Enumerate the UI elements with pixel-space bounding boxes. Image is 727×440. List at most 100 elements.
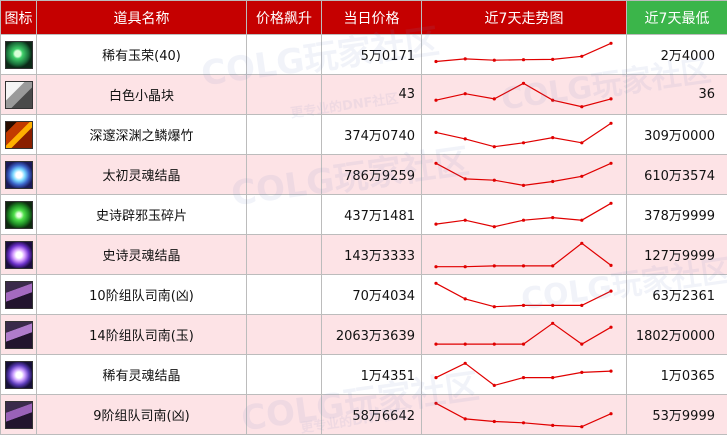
trend-point xyxy=(493,305,496,308)
trend-sparkline xyxy=(422,236,625,274)
icon-cell xyxy=(1,35,37,75)
trend-point xyxy=(551,57,554,60)
trend-point xyxy=(551,98,554,101)
price-rise xyxy=(247,235,322,275)
trend-point xyxy=(522,342,525,345)
daily-price: 143万3333 xyxy=(322,235,422,275)
icon-cell xyxy=(1,235,37,275)
trend-point xyxy=(434,342,437,345)
trend-point xyxy=(522,376,525,379)
icon-cell xyxy=(1,115,37,155)
item-name: 深邃深渊之鳞爆竹 xyxy=(37,115,247,155)
seven-day-low: 127万9999 xyxy=(627,235,727,275)
price-rise xyxy=(247,35,322,75)
icon-cell xyxy=(1,195,37,235)
header-low: 近7天最低 xyxy=(627,1,727,35)
trend-chart xyxy=(422,75,627,115)
seven-day-low: 610万3574 xyxy=(627,155,727,195)
trend-chart xyxy=(422,395,627,435)
seven-day-low: 1802万0000 xyxy=(627,315,727,355)
trend-point xyxy=(580,303,583,306)
trend-sparkline xyxy=(422,36,625,74)
trend-point xyxy=(609,369,612,372)
trend-point xyxy=(580,54,583,57)
item-name: 太初灵魂结晶 xyxy=(37,155,247,195)
rare-soul-crystal-icon xyxy=(5,361,33,389)
trend-chart xyxy=(422,315,627,355)
trend-point xyxy=(551,423,554,426)
trend-point xyxy=(493,225,496,228)
item-name: 稀有玉荣(40) xyxy=(37,35,247,75)
trend-point xyxy=(551,136,554,139)
trend-chart xyxy=(422,195,627,235)
trend-chart xyxy=(422,155,627,195)
icon-cell xyxy=(1,395,37,435)
trend-sparkline xyxy=(422,356,625,394)
trend-point xyxy=(522,218,525,221)
trend-point xyxy=(493,264,496,267)
trend-point xyxy=(551,216,554,219)
header-icon: 图标 xyxy=(1,1,37,35)
trend-point xyxy=(434,59,437,62)
item-name: 白色小晶块 xyxy=(37,75,247,115)
price-rise xyxy=(247,115,322,155)
trend-chart xyxy=(422,35,627,75)
price-rise xyxy=(247,75,322,115)
trend-point xyxy=(434,161,437,164)
table-row: 史诗灵魂结晶 143万3333 127万9999 xyxy=(1,235,727,275)
trend-chart xyxy=(422,235,627,275)
trend-sparkline xyxy=(422,196,625,234)
daily-price: 786万9259 xyxy=(322,155,422,195)
icon-cell xyxy=(1,275,37,315)
item-name: 史诗灵魂结晶 xyxy=(37,235,247,275)
trend-point xyxy=(551,321,554,324)
trend-line xyxy=(436,203,611,226)
header-price: 当日价格 xyxy=(322,1,422,35)
trend-chart xyxy=(422,275,627,315)
trend-point xyxy=(493,58,496,61)
trend-point xyxy=(551,179,554,182)
icon-cell xyxy=(1,355,37,395)
trend-point xyxy=(580,425,583,428)
price-rise xyxy=(247,355,322,395)
table-row: 太初灵魂结晶 786万9259 610万3574 xyxy=(1,155,727,195)
trend-chart xyxy=(422,115,627,155)
seven-day-low: 1万0365 xyxy=(627,355,727,395)
seven-day-low: 309万0000 xyxy=(627,115,727,155)
trend-line xyxy=(436,283,611,306)
daily-price: 1万4351 xyxy=(322,355,422,395)
trend-point xyxy=(522,421,525,424)
trend-point xyxy=(464,92,467,95)
item-name: 稀有灵魂结晶 xyxy=(37,355,247,395)
trend-line xyxy=(436,363,611,385)
trend-point xyxy=(551,376,554,379)
trend-point xyxy=(580,241,583,244)
trend-point xyxy=(522,303,525,306)
seven-day-low: 378万9999 xyxy=(627,195,727,235)
trend-point xyxy=(493,97,496,100)
trend-point xyxy=(434,281,437,284)
trend-sparkline xyxy=(422,396,625,434)
trend-point xyxy=(609,412,612,415)
trend-point xyxy=(522,141,525,144)
sinan-ticket-14-icon xyxy=(5,321,33,349)
trend-point xyxy=(464,417,467,420)
seven-day-low: 36 xyxy=(627,75,727,115)
trend-point xyxy=(522,183,525,186)
trend-point xyxy=(464,297,467,300)
trend-point xyxy=(609,325,612,328)
trend-point xyxy=(464,177,467,180)
trend-point xyxy=(434,376,437,379)
dragon-scale-firecracker-icon xyxy=(5,121,33,149)
trend-point xyxy=(551,264,554,267)
epic-soul-crystal-icon xyxy=(5,241,33,269)
daily-price: 58万6642 xyxy=(322,395,422,435)
trend-point xyxy=(522,264,525,267)
trend-point xyxy=(493,342,496,345)
trend-point xyxy=(580,174,583,177)
